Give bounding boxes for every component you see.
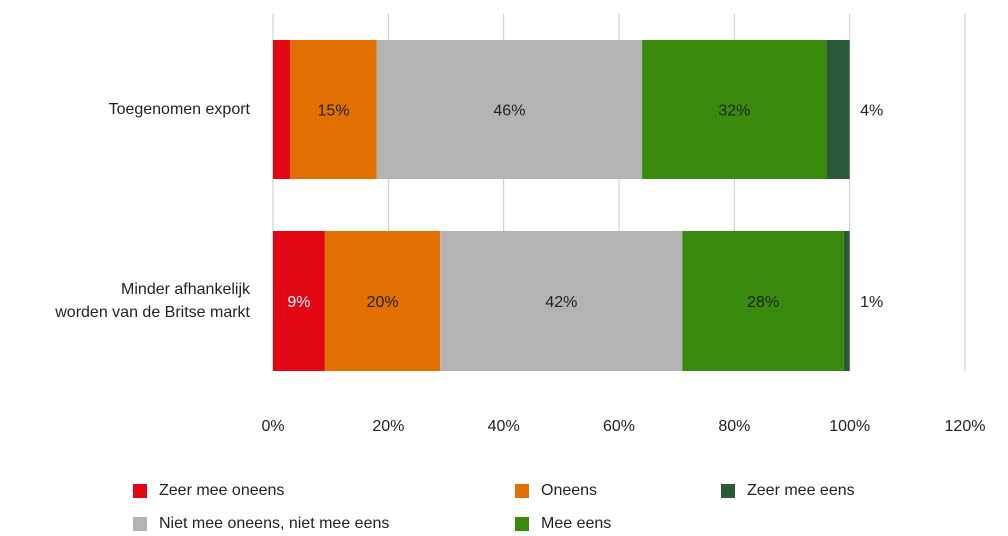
legend-item-oneens: Oneens [515, 482, 597, 500]
bar-segment [642, 40, 827, 179]
legend-swatch [515, 517, 529, 531]
data-label: 28% [747, 294, 779, 311]
legend-item-zeer-mee-oneens: Zeer mee oneens [133, 482, 284, 500]
x-tick-label: 20% [372, 418, 404, 435]
legend-item-neutraal: Niet mee oneens, niet mee eens [133, 515, 389, 533]
category-label-line: worden van de Britse markt [55, 304, 250, 321]
legend-label: Niet mee oneens, niet mee eens [159, 515, 390, 532]
bar-segment [826, 40, 850, 179]
bar-segment [273, 40, 291, 179]
category-label-0: Toegenomen export [109, 98, 250, 121]
legend-label: Oneens [541, 482, 598, 499]
data-label: 9% [287, 294, 310, 311]
x-tick-label: 60% [603, 418, 635, 435]
legend-label: Zeer mee eens [747, 482, 855, 499]
bar-segment [290, 40, 377, 179]
x-tick-label: 120% [945, 418, 986, 435]
data-label: 46% [493, 103, 525, 120]
legend-label: Zeer mee oneens [159, 482, 285, 499]
data-label: 42% [545, 294, 577, 311]
x-tick-label: 0% [261, 418, 284, 435]
bar-segment [843, 231, 850, 371]
legend-item-mee-eens: Mee eens [515, 515, 611, 533]
x-tick-label: 100% [829, 418, 870, 435]
legend-swatch [515, 484, 529, 498]
bar-segment [376, 40, 643, 179]
data-label: 4% [860, 103, 883, 120]
category-label-line: Toegenomen export [108, 101, 250, 118]
bar-segment [682, 231, 844, 371]
bar-segment [440, 231, 683, 371]
data-label: 15% [318, 103, 350, 120]
legend-swatch [133, 484, 147, 498]
category-label-1: Minder afhankelijk worden van de Britse m… [55, 278, 250, 324]
data-label: 32% [718, 103, 750, 120]
legend-swatch [133, 517, 147, 531]
category-label-line: Minder afhankelijk [121, 281, 250, 298]
x-tick-label: 40% [488, 418, 520, 435]
bar-segment [273, 231, 325, 371]
x-tick-label: 80% [718, 418, 750, 435]
bar-segment [324, 231, 441, 371]
data-label: 1% [860, 294, 883, 311]
legend-item-zeer-mee-eens: Zeer mee eens [721, 482, 855, 500]
legend-swatch [721, 484, 735, 498]
legend-label: Mee eens [541, 515, 612, 532]
data-label: 20% [367, 294, 399, 311]
